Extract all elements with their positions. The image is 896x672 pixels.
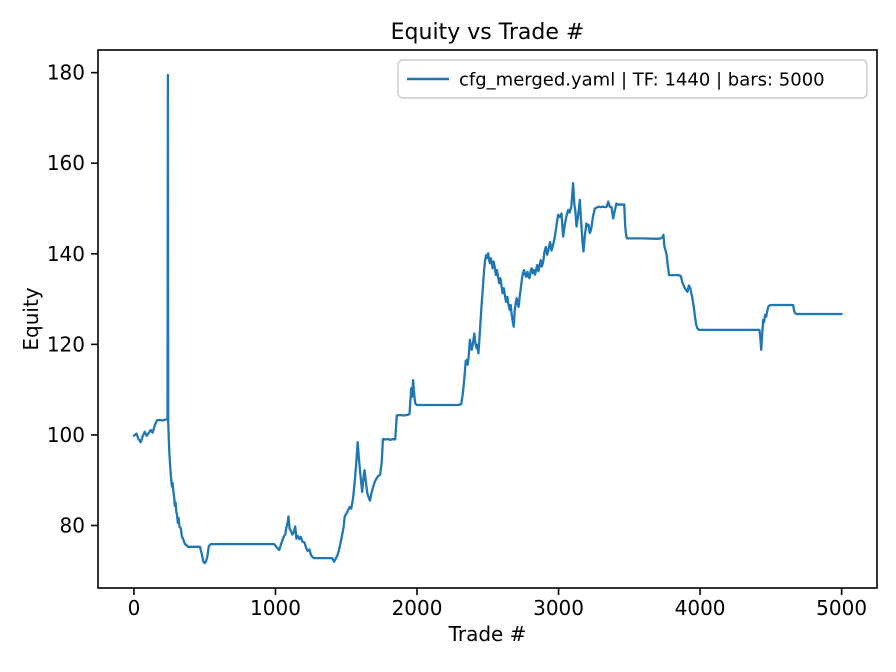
- x-tick-label: 4000: [675, 596, 726, 620]
- y-tick-label: 180: [47, 61, 85, 85]
- y-tick-label: 100: [47, 423, 85, 447]
- y-tick-label: 140: [47, 242, 85, 266]
- y-tick-label: 160: [47, 151, 85, 175]
- y-axis-ticks: 80 100 120 140 160 180: [47, 61, 98, 538]
- plot-area-border: [97, 49, 878, 589]
- x-tick-label: 1000: [250, 596, 301, 620]
- x-tick-label: 2000: [392, 596, 443, 620]
- y-tick-label: 80: [60, 514, 85, 538]
- y-tick-label: 120: [47, 332, 85, 356]
- series-group: [132, 73, 843, 565]
- legend: cfg_merged.yaml | TF: 1440 | bars: 5000: [397, 59, 868, 99]
- x-tick-label: 3000: [533, 596, 584, 620]
- chart-title: Equity vs Trade #: [391, 20, 585, 45]
- x-axis-ticks: 0 1000 2000 3000 4000 5000: [128, 588, 867, 620]
- legend-box: [397, 59, 868, 99]
- y-axis-label: Equity: [19, 287, 43, 350]
- x-axis-label: Trade #: [448, 622, 527, 646]
- legend-entry-label: cfg_merged.yaml | TF: 1440 | bars: 5000: [459, 70, 825, 91]
- equity-line: [132, 73, 843, 565]
- x-tick-label: 0: [128, 596, 141, 620]
- x-tick-label: 5000: [816, 596, 867, 620]
